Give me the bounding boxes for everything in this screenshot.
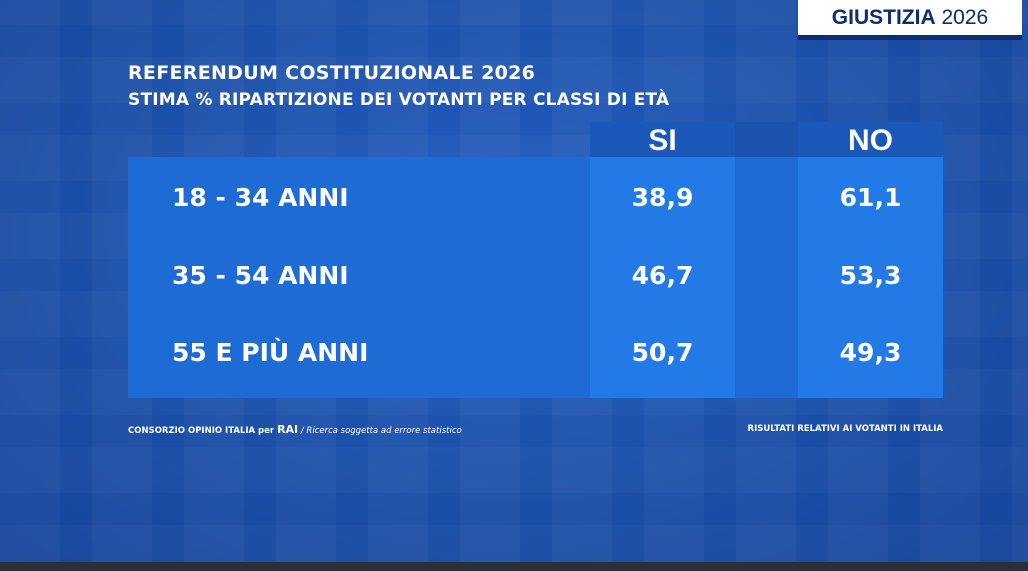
- column-header-gap: [735, 122, 798, 157]
- source-note: CONSORZIO OPINIO ITALIA per RAI / Ricerc…: [128, 423, 462, 436]
- column-header-no: NO: [798, 122, 943, 157]
- column-header-si: SI: [590, 122, 735, 157]
- cell-55-plus-no: 49,3: [839, 338, 902, 367]
- cell-35-54-no: 53,3: [839, 261, 902, 290]
- cell-18-34-si: 38,9: [631, 183, 694, 212]
- source-brand: RAI: [277, 423, 299, 436]
- source-prefix: CONSORZIO OPINIO ITALIA per: [128, 426, 278, 436]
- results-scope-note: RISULTATI RELATIVI AI VOTANTI IN ITALIA: [747, 424, 943, 434]
- chart-subtitle: STIMA % RIPARTIZIONE DEI VOTANTI PER CLA…: [128, 90, 670, 110]
- chart-title: REFERENDUM COSTITUZIONALE 2026: [128, 62, 536, 84]
- brand-word: GIUSTIZIA: [831, 6, 936, 29]
- column-no-background: [798, 157, 943, 398]
- cell-35-54-si: 46,7: [631, 261, 694, 290]
- column-si-background: [590, 157, 735, 398]
- row-label-35-54: 35 - 54 ANNI: [172, 261, 349, 290]
- source-disclaimer: / Ricerca soggetta ad errore statistico: [298, 426, 462, 436]
- cell-55-plus-si: 50,7: [631, 338, 694, 367]
- brand-year: 2026: [941, 6, 989, 29]
- row-label-18-34: 18 - 34 ANNI: [172, 183, 349, 212]
- program-brand: GIUSTIZIA 2026: [798, 0, 1022, 40]
- bottom-border: [0, 562, 1028, 571]
- cell-18-34-no: 61,1: [839, 183, 902, 212]
- row-label-55-plus: 55 E PIÙ ANNI: [172, 338, 369, 367]
